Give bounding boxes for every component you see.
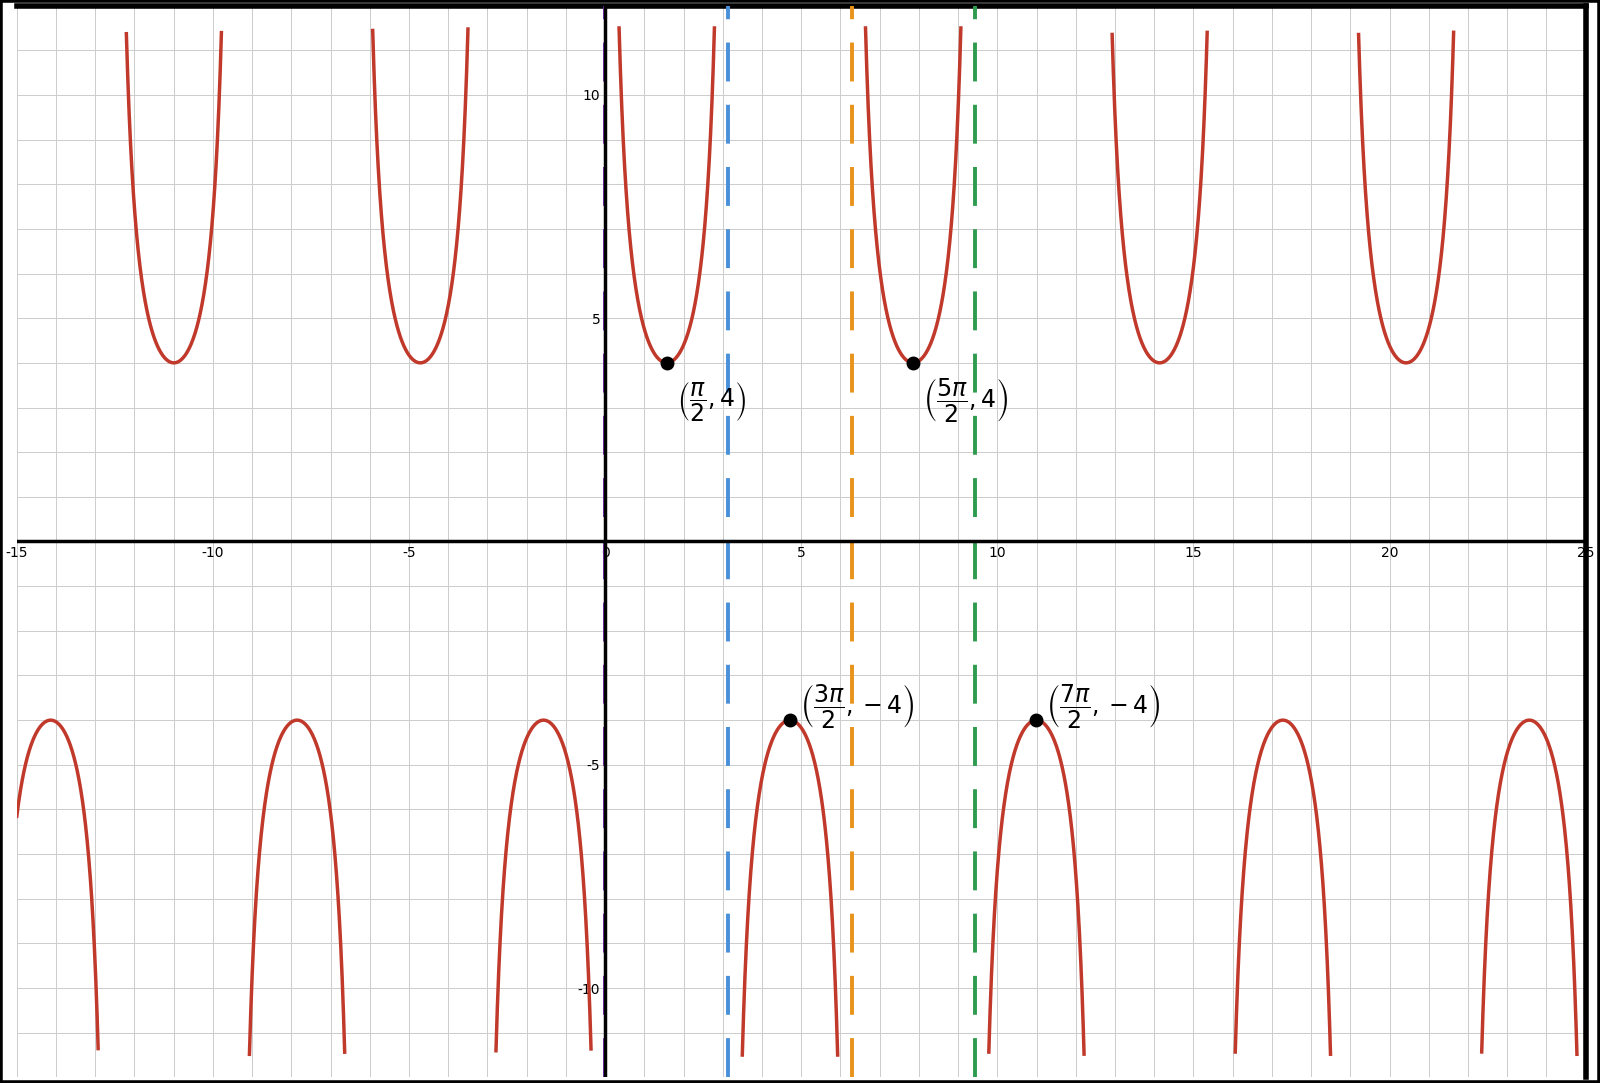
- Text: $\left(\dfrac{3\pi}{2},-4\right)$: $\left(\dfrac{3\pi}{2},-4\right)$: [800, 682, 915, 730]
- Text: $\left(\dfrac{5\pi}{2},4\right)$: $\left(\dfrac{5\pi}{2},4\right)$: [923, 377, 1008, 425]
- Text: $\left(\dfrac{\pi}{2},4\right)$: $\left(\dfrac{\pi}{2},4\right)$: [677, 381, 746, 425]
- Text: $\left(\dfrac{7\pi}{2},-4\right)$: $\left(\dfrac{7\pi}{2},-4\right)$: [1046, 682, 1162, 730]
